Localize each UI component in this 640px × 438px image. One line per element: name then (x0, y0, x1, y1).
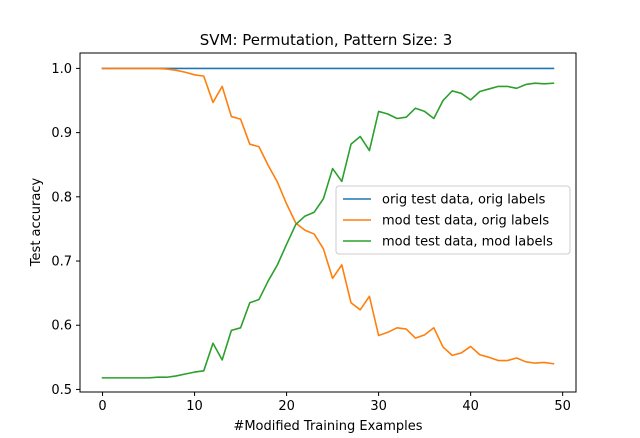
x-axis-label: #Modified Training Examples (233, 419, 422, 434)
x-tick-label: 0 (98, 399, 106, 414)
legend-label: orig test data, orig labels (382, 193, 546, 208)
y-tick-label: 0.5 (51, 383, 72, 398)
x-tick-label: 20 (278, 399, 295, 414)
chart-title: SVM: Permutation, Pattern Size: 3 (200, 31, 453, 49)
y-tick-label: 1.0 (51, 62, 72, 77)
x-axis: 0 10 20 30 40 50 (98, 392, 571, 414)
series-layer (101, 67, 555, 379)
series-mod-test-mod-labels (101, 82, 555, 379)
y-tick-label: 0.9 (51, 126, 72, 141)
y-axis-label: Test accuracy (29, 178, 44, 268)
legend: orig test data, orig labels mod test data… (335, 185, 571, 255)
x-tick-label: 40 (462, 399, 479, 414)
y-tick-label: 0.6 (51, 319, 72, 334)
legend-label: mod test data, mod labels (382, 235, 553, 250)
plot-frame (79, 52, 577, 393)
plot-area (79, 52, 577, 393)
y-tick-label: 0.8 (51, 190, 72, 205)
y-tick-label: 0.7 (51, 255, 72, 270)
x-tick-label: 10 (186, 399, 203, 414)
series-mod-test-orig-labels (101, 67, 555, 365)
y-axis: 0.5 0.6 0.7 0.8 0.9 1.0 (51, 62, 80, 398)
x-tick-label: 30 (370, 399, 387, 414)
legend-box (335, 185, 571, 255)
x-tick-label: 50 (554, 399, 571, 414)
legend-label: mod test data, orig labels (382, 214, 549, 229)
